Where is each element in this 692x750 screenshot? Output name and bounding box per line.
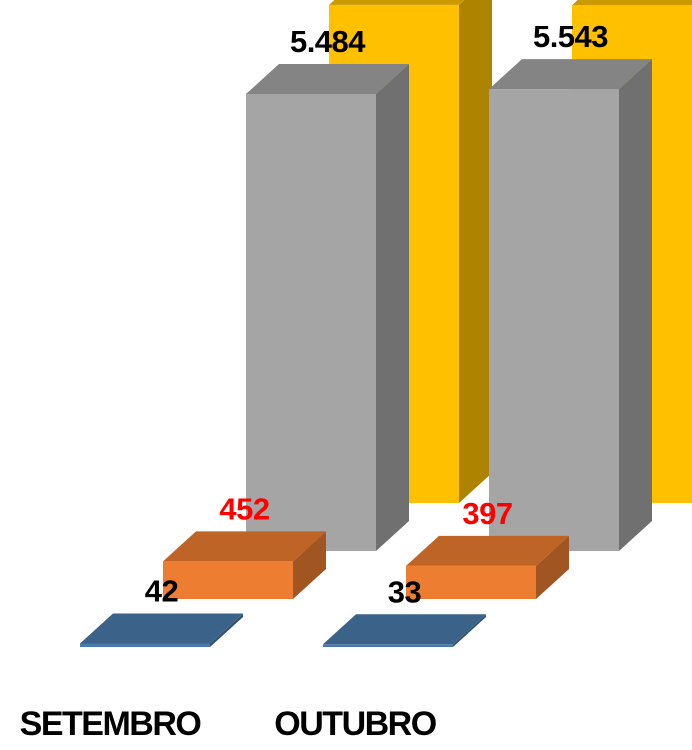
bar-side-face — [293, 531, 326, 599]
bar-top-face — [163, 531, 326, 562]
category-axis: SETEMBRO OUTUBRO — [20, 705, 439, 743]
bar-front-face — [80, 643, 210, 647]
bar-side-face — [210, 613, 243, 647]
data-label-s2-outubro: 5.543 — [533, 19, 608, 54]
bar-top-face — [572, 0, 692, 6]
bar-s0-setembro — [80, 613, 243, 647]
bar-front-face — [489, 89, 619, 551]
data-label-s1-setembro: 452 — [219, 491, 269, 526]
data-label-s2-setembro: 5.484 — [290, 24, 366, 59]
bar-top-face — [246, 64, 409, 94]
bar-s1-outubro — [406, 535, 569, 599]
category-label-outubro: OUTUBRO — [274, 705, 436, 743]
bar-top-face — [323, 614, 486, 645]
bar-front-face — [163, 561, 293, 599]
bar-s0-outubro — [323, 614, 486, 647]
bar-top-face — [80, 613, 243, 644]
bars-layer — [80, 0, 692, 647]
bar-side-face — [536, 535, 569, 599]
bar-side-face — [459, 0, 492, 503]
bar-top-face — [489, 59, 652, 90]
data-label-s0-outubro: 33 — [388, 574, 422, 609]
bar-s2-outubro — [489, 59, 652, 551]
category-label-setembro: SETEMBRO — [20, 705, 202, 743]
bar-side-face — [619, 59, 652, 551]
bar-front-face — [246, 94, 376, 551]
bar-side-face — [376, 64, 409, 551]
bar-front-face — [323, 644, 453, 647]
bar-front-face — [406, 565, 536, 599]
bar-s1-setembro — [163, 531, 326, 599]
data-label-s0-setembro: 42 — [145, 574, 178, 609]
bar-top-face — [329, 0, 465, 5]
bar-side-face — [453, 614, 486, 647]
data-label-s1-outubro: 397 — [462, 496, 512, 531]
bar-top-face — [406, 535, 569, 566]
bar-s2-setembro — [246, 64, 409, 551]
